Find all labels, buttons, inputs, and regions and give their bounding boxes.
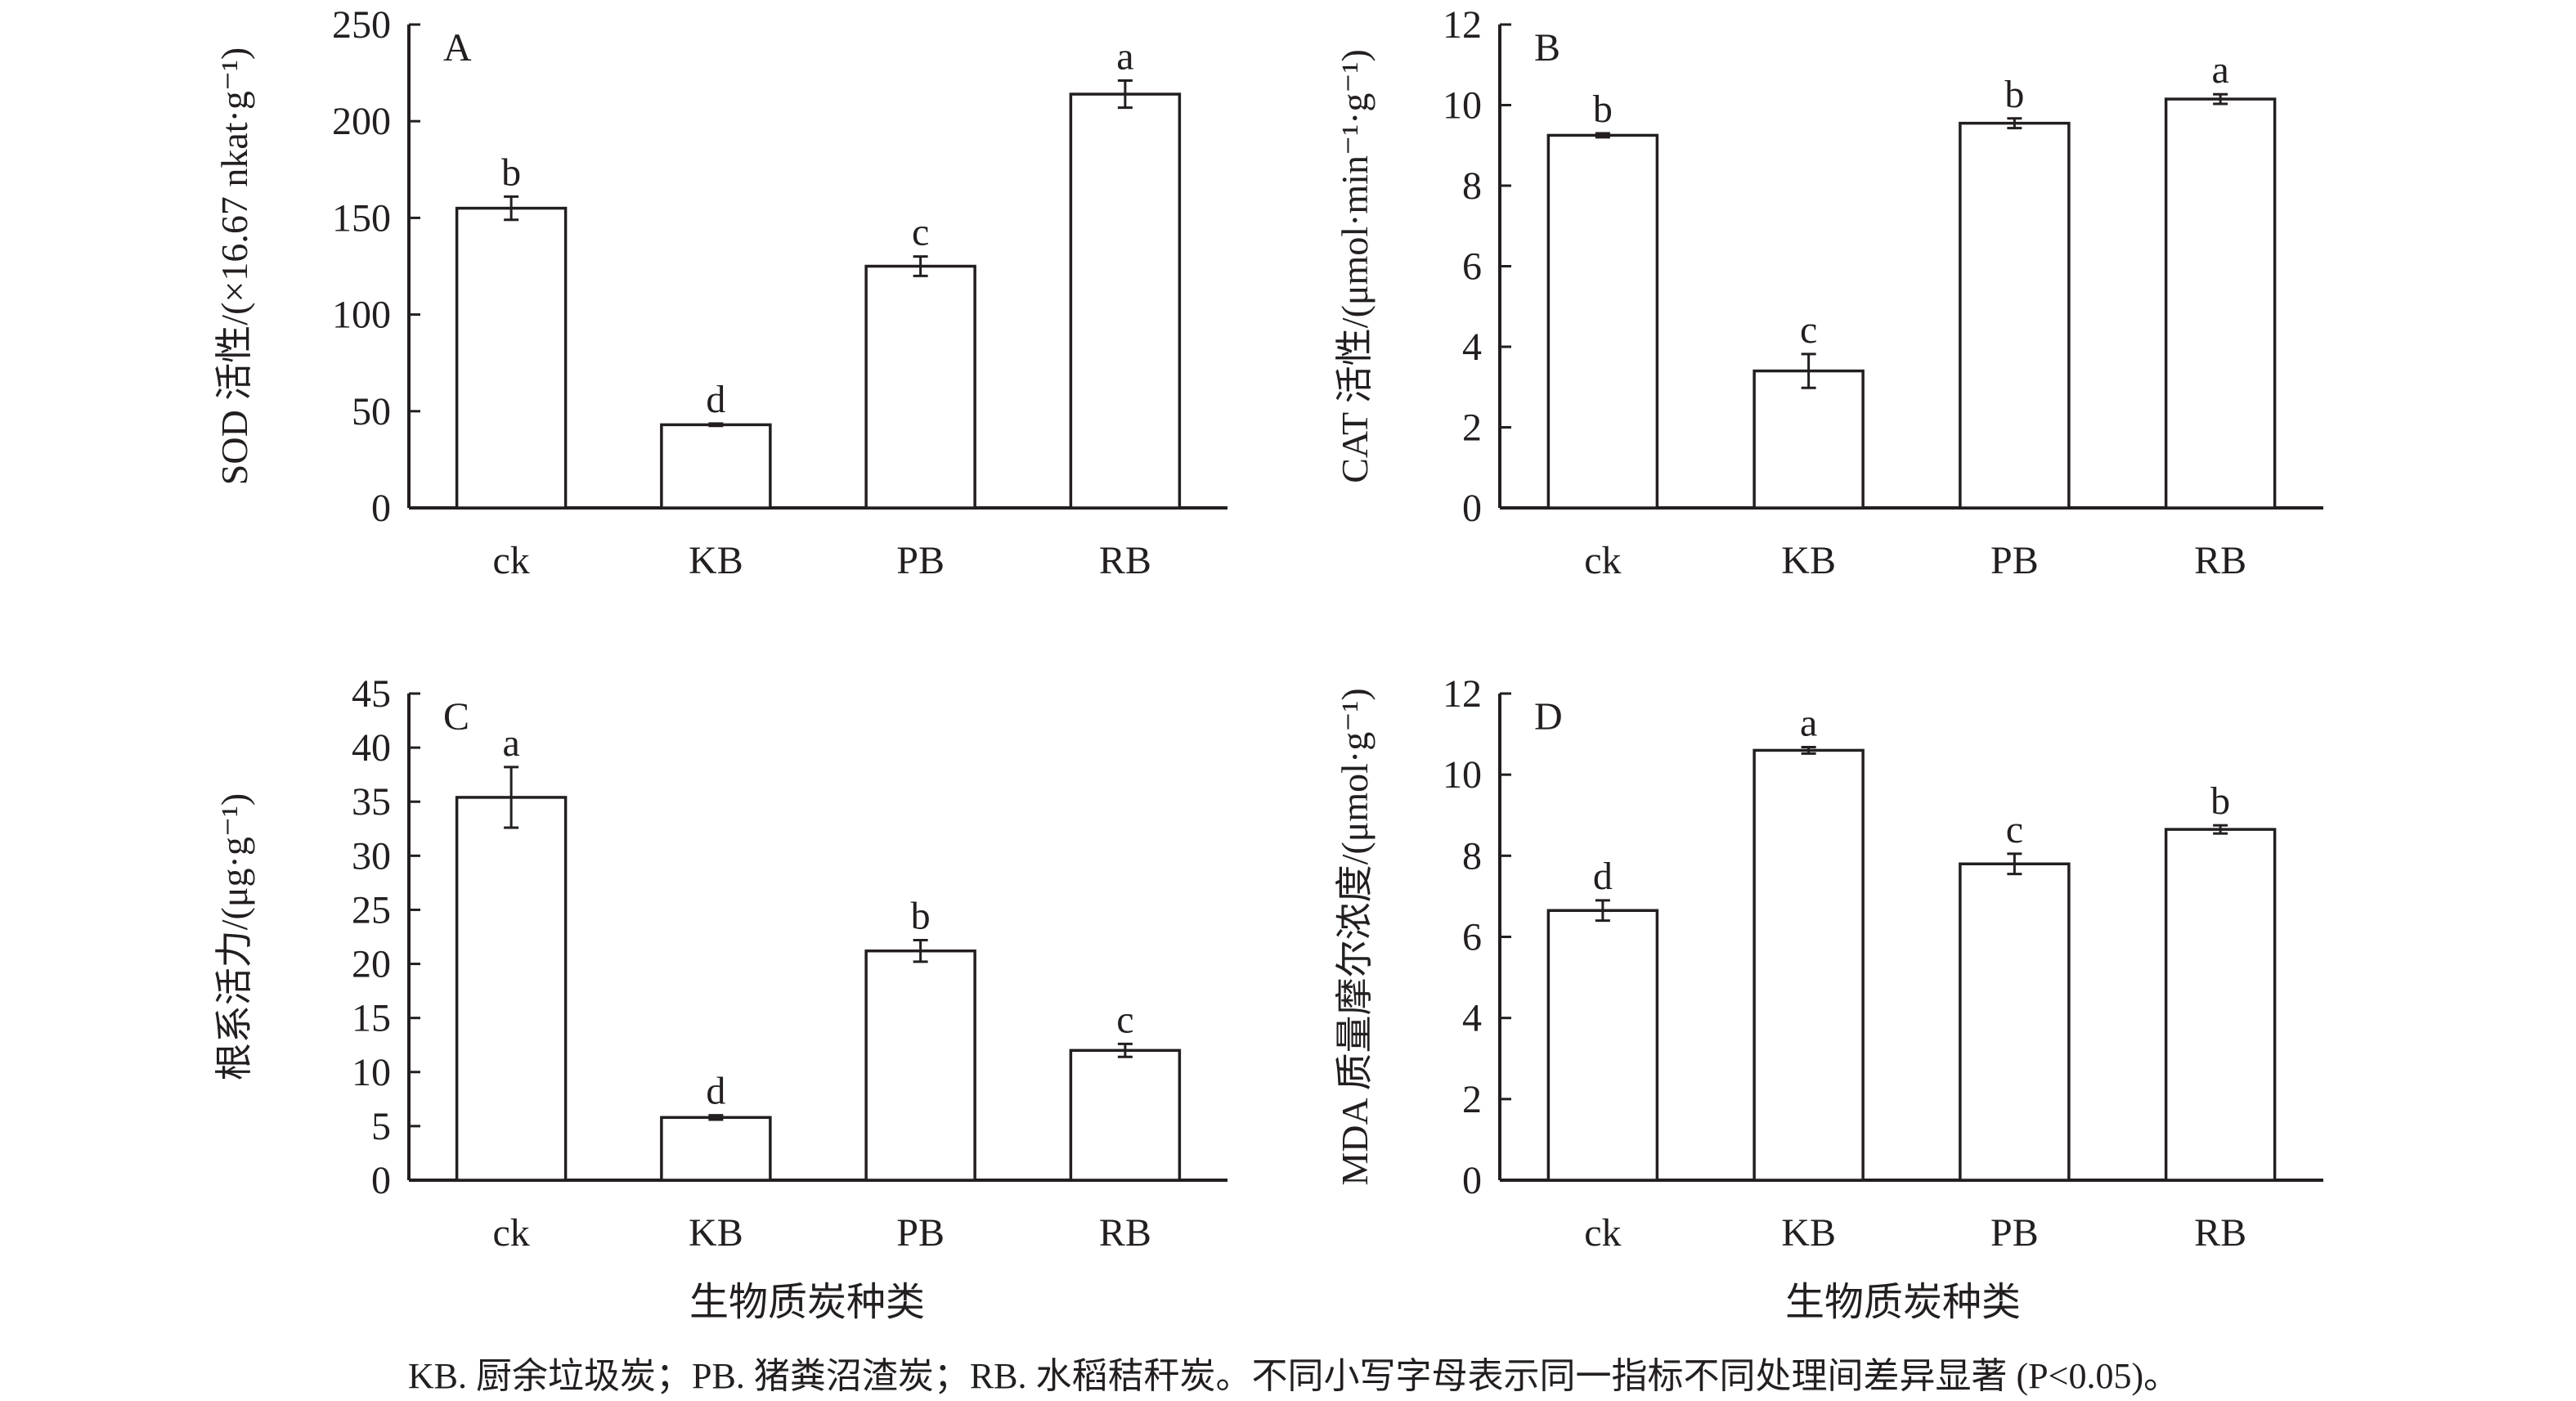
bar-pb — [1959, 121, 2071, 510]
y-tick-label: 6 — [1462, 916, 1482, 959]
panel-letter: C — [443, 695, 469, 739]
y-tick-label: 0 — [1462, 1159, 1482, 1202]
y-tick-label: 20 — [352, 943, 391, 986]
significance-label: b — [911, 894, 931, 937]
x-tick-label: RB — [2194, 539, 2246, 582]
y-tick-label: 10 — [352, 1051, 391, 1094]
x-tick-label: KB — [1781, 539, 1836, 582]
y-tick-label: 250 — [332, 3, 391, 47]
x-tick-label: PB — [896, 539, 945, 582]
y-tick-label: 50 — [352, 390, 391, 433]
significance-label: d — [706, 378, 725, 421]
y-tick-label: 8 — [1462, 164, 1482, 208]
significance-label: d — [1593, 855, 1613, 898]
y-tick-label: 10 — [1443, 753, 1482, 797]
y-axis-label: CAT 活性/(μmol·min⁻¹·g⁻¹) — [1334, 49, 1376, 483]
y-tick-label: 2 — [1462, 406, 1482, 450]
x-tick-label: ck — [1584, 539, 1621, 582]
x-tick-label: RB — [2194, 1211, 2246, 1255]
significance-label: a — [1116, 35, 1133, 79]
figure-caption: KB. 厨余垃圾炭；PB. 猪粪沼渣炭；RB. 水稻秸秆炭。不同小写字母表示同一… — [408, 1356, 2179, 1396]
y-tick-label: 35 — [352, 780, 391, 824]
y-tick-label: 200 — [332, 100, 391, 143]
y-tick-label: 2 — [1462, 1078, 1482, 1121]
bar-kb — [1752, 369, 1865, 510]
bar-rb — [2164, 828, 2277, 1182]
significance-label: c — [1116, 998, 1133, 1041]
y-tick-label: 100 — [332, 294, 391, 337]
x-axis-label: 生物质炭种类 — [689, 1281, 925, 1324]
y-axis-label: 根系活力/(μg·g⁻¹) — [213, 793, 255, 1080]
bar-pb — [864, 949, 976, 1182]
bar-kb — [660, 1116, 772, 1182]
x-tick-label: ck — [1584, 1211, 1621, 1255]
x-tick-label: PB — [1990, 1211, 2039, 1255]
bar-kb — [660, 423, 772, 510]
panel-a: 0 50 100 150 200 250 A SOD 活性/(×16.67 nkat·g⁻¹)… — [213, 3, 1227, 582]
y-tick-label: 150 — [332, 196, 391, 240]
significance-label: d — [706, 1070, 725, 1113]
x-tick-label: KB — [689, 1211, 743, 1255]
significance-label: b — [1593, 88, 1613, 131]
y-tick-label: 6 — [1462, 245, 1482, 289]
y-tick-label: 8 — [1462, 834, 1482, 878]
panel-letter: B — [1534, 26, 1560, 70]
x-tick-label: ck — [492, 539, 529, 582]
panel-c: 0 5 10 15 20 25 30 35 40 45 C 根系活力/(μg·g⁻¹) a ck d KB b P… — [213, 672, 1227, 1324]
significance-label: b — [2210, 779, 2230, 823]
y-tick-label: 40 — [352, 726, 391, 770]
bar-pb — [1959, 862, 2071, 1182]
significance-label: c — [1800, 308, 1817, 352]
panel-b: 0 2 4 6 8 10 12 B CAT 活性/(μmol·min⁻¹·g⁻¹) b ck c KB b… — [1334, 3, 2323, 582]
y-tick-label: 12 — [1443, 672, 1482, 716]
y-tick-label: 0 — [371, 487, 391, 530]
significance-label: a — [2211, 48, 2228, 92]
panel-d: 0 2 4 6 8 10 12 D MDA 质量摩尔浓度/(μmol·g⁻¹) d ck a KB c PB… — [1334, 672, 2323, 1324]
y-tick-label: 10 — [1443, 84, 1482, 128]
y-axis-label: SOD 活性/(×16.67 nkat·g⁻¹) — [213, 47, 255, 485]
x-tick-label: RB — [1099, 1211, 1151, 1255]
x-tick-label: ck — [492, 1211, 529, 1255]
y-tick-label: 0 — [371, 1159, 391, 1202]
y-tick-label: 30 — [352, 834, 391, 878]
y-tick-label: 15 — [352, 997, 391, 1040]
y-tick-label: 12 — [1443, 3, 1482, 47]
y-tick-label: 25 — [352, 888, 391, 932]
bar-kb — [1752, 748, 1865, 1182]
bar-rb — [2164, 97, 2277, 510]
panel-letter: D — [1534, 695, 1563, 739]
significance-label: c — [2006, 808, 2023, 851]
significance-label: a — [502, 721, 519, 765]
x-axis-label: 生物质炭种类 — [1785, 1281, 2021, 1324]
y-tick-label: 0 — [1462, 487, 1482, 530]
bar-ck — [1546, 909, 1659, 1182]
y-tick-label: 5 — [371, 1105, 391, 1148]
x-tick-label: PB — [1990, 539, 2039, 582]
x-tick-label: PB — [896, 1211, 945, 1255]
x-tick-label: KB — [689, 539, 743, 582]
y-axis-label: MDA 质量摩尔浓度/(μmol·g⁻¹) — [1334, 688, 1376, 1185]
bar-ck — [455, 796, 568, 1182]
significance-label: c — [912, 211, 929, 254]
y-tick-label: 4 — [1462, 997, 1482, 1040]
bar-ck — [1546, 133, 1659, 510]
significance-label: b — [501, 150, 521, 194]
bar-rb — [1069, 92, 1182, 510]
bar-pb — [864, 264, 976, 510]
significance-label: a — [1800, 701, 1817, 744]
x-tick-label: RB — [1099, 539, 1151, 582]
bar-rb — [1069, 1049, 1182, 1182]
bar-ck — [455, 206, 568, 510]
significance-label: b — [2004, 73, 2024, 116]
y-tick-label: 4 — [1462, 326, 1482, 369]
y-tick-label: 45 — [352, 672, 391, 716]
panel-letter: A — [443, 26, 472, 70]
x-tick-label: KB — [1781, 1211, 1836, 1255]
